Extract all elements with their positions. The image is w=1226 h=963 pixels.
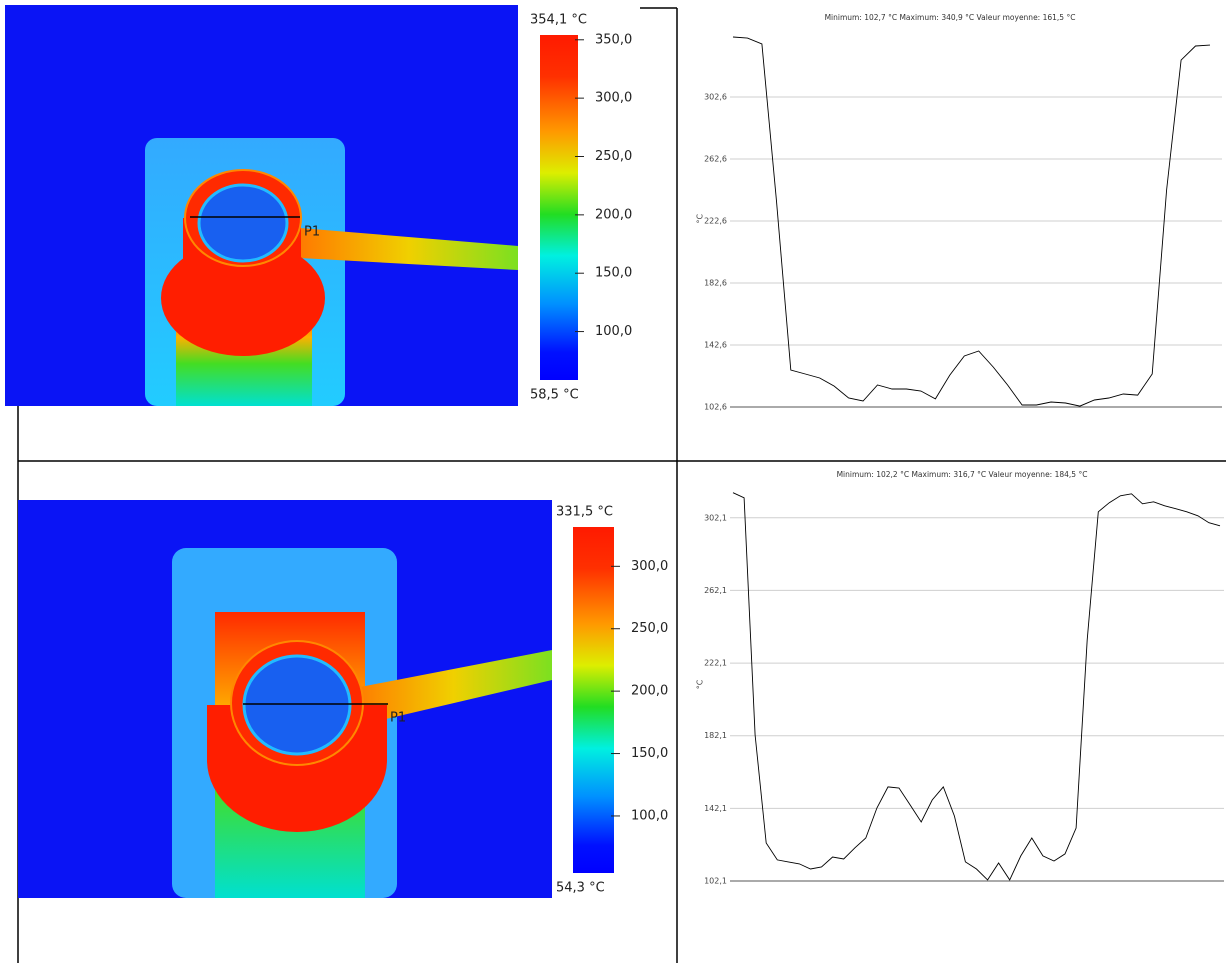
profile-line (732, 36, 1211, 407)
scale-max-label: 331,5 °C (556, 505, 613, 520)
scale-max-label: 354,1 °C (530, 13, 587, 28)
scale-tick-label: 150,0 (631, 746, 668, 761)
chart-title: Minimum: 102,2 °C Maximum: 316,7 °C Vale… (837, 470, 1088, 479)
y-tick-label: 302,6 (704, 92, 727, 101)
scale-min-label: 58,5 °C (530, 388, 579, 403)
scale-tick-label: 250,0 (631, 621, 668, 636)
y-tick-label: 182,6 (704, 278, 727, 287)
scale-tick-label: 100,0 (631, 808, 668, 823)
y-tick-label: 142,6 (704, 340, 727, 349)
y-axis-label: °C (696, 214, 705, 224)
y-tick-label: 222,6 (704, 216, 727, 225)
marker-label: P1 (304, 225, 320, 240)
y-tick-label: 222,1 (704, 659, 727, 668)
y-tick-label: 262,6 (704, 154, 727, 163)
scale-tick-label: 250,0 (595, 149, 632, 164)
y-tick-label: 102,1 (704, 877, 727, 886)
thermal-image (18, 500, 614, 898)
y-tick-label: 182,1 (704, 731, 727, 740)
y-axis-label: °C (696, 679, 705, 689)
marker-label: P1 (390, 711, 406, 726)
scale-tick-label: 150,0 (595, 266, 632, 281)
profile-line (732, 492, 1221, 881)
y-tick-label: 102,6 (704, 403, 727, 412)
y-tick-label: 142,1 (704, 804, 727, 813)
scale-tick-label: 300,0 (595, 91, 632, 106)
y-tick-label: 262,1 (704, 586, 727, 595)
scale-tick-label: 200,0 (631, 684, 668, 699)
scale-tick-label: 200,0 (595, 207, 632, 222)
thermal-image (5, 5, 578, 406)
scale-min-label: 54,3 °C (556, 881, 605, 896)
scale-tick-label: 300,0 (631, 559, 668, 574)
scale-tick-label: 100,0 (595, 324, 632, 339)
scale-tick-label: 350,0 (595, 32, 632, 47)
y-tick-label: 302,1 (704, 513, 727, 522)
chart-title: Minimum: 102,7 °C Maximum: 340,9 °C Vale… (825, 13, 1076, 22)
